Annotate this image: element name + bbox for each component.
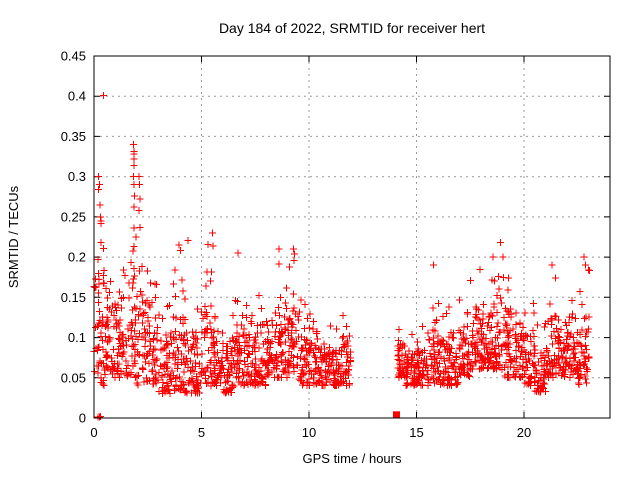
plot-border: [93, 55, 611, 419]
y-tick-label: 0.1: [68, 330, 86, 345]
y-tick-label: 0.25: [61, 209, 86, 224]
x-axis-title: GPS time / hours: [303, 451, 402, 466]
y-tick-label: 0.2: [68, 250, 86, 265]
y-tick-label: 0.45: [61, 49, 86, 64]
x-tick-label: 10: [302, 425, 316, 440]
y-tick-labels: 0 0.05 0.1 0.15 0.2 0.25 0.3 0.35 0.4 0.…: [61, 49, 86, 426]
y-axis-title: SRMTID / TECUs: [6, 185, 21, 288]
x-tick-labels: 0 5 10 15 20: [90, 425, 531, 440]
x-tick-label: 20: [517, 425, 531, 440]
x-tick-label: 0: [90, 425, 97, 440]
y-tick-label: 0.4: [68, 89, 86, 104]
data-point-markers: [90, 92, 593, 421]
y-tick-label: 0.35: [61, 129, 86, 144]
y-tick-label: 0.3: [68, 169, 86, 184]
x-tick-label: 5: [198, 425, 205, 440]
chart-title: Day 184 of 2022, SRMTID for receiver her…: [219, 20, 485, 36]
x-tick-label: 15: [409, 425, 423, 440]
y-tick-label: 0.15: [61, 290, 86, 305]
y-tick-label: 0.05: [61, 370, 86, 385]
zero-cluster-marker: [393, 411, 400, 419]
grid-lines: [94, 56, 610, 418]
scatter-points: [90, 92, 593, 421]
y-tick-label: 0: [79, 411, 86, 426]
